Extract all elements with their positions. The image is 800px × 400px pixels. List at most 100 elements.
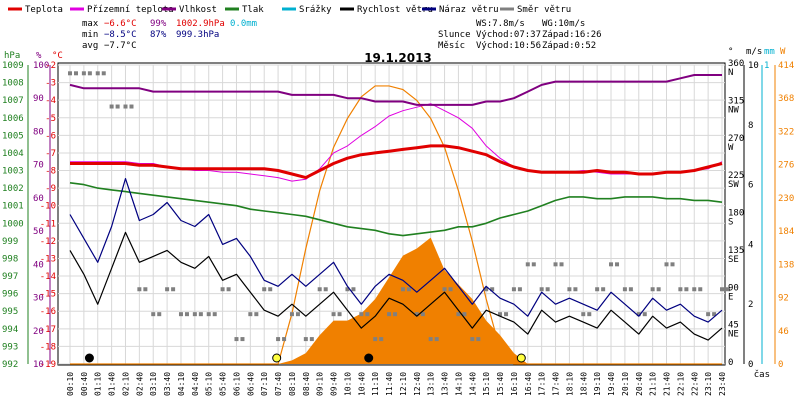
hpa-unit: hPa — [4, 51, 20, 61]
pct-tick: 90 — [33, 94, 44, 104]
theoretical-radiation-line — [70, 85, 722, 365]
dir-tick: 45 — [728, 321, 739, 331]
ms-tick: 8 — [748, 121, 753, 131]
x-tick-label: 05:10 — [205, 372, 214, 396]
hpa-tick: 993 — [2, 342, 18, 352]
wind-direction-point — [414, 312, 419, 317]
degc-tick: -17 — [40, 325, 56, 335]
ms-tick: 4 — [748, 240, 753, 250]
wind-direction-point — [642, 312, 647, 317]
sun-moon-markers — [84, 353, 526, 363]
series-line-tlak — [69, 182, 723, 237]
w-tick: 322 — [778, 127, 794, 137]
w-tick: 230 — [778, 194, 794, 204]
x-tick-label: 22:10 — [676, 372, 685, 396]
wind-direction-point — [664, 262, 669, 267]
wind-direction-point — [157, 312, 162, 317]
wind-direction-point — [567, 287, 572, 292]
w-tick: 92 — [778, 294, 789, 304]
degc-tick: -14 — [40, 272, 56, 282]
max-label: max — [82, 19, 99, 29]
degc-tick: -12 — [40, 237, 56, 247]
legend-item: Teplota — [25, 5, 63, 15]
degc-tick: -13 — [40, 254, 56, 264]
x-tick-label: 18:40 — [579, 372, 588, 396]
moon-label: Měsíc — [438, 41, 465, 51]
degc-tick: -9 — [45, 184, 56, 194]
series-line-n-raz-v-tru — [69, 178, 723, 323]
wind-direction-point — [420, 312, 425, 317]
degc-tick: -3 — [45, 79, 56, 89]
sun-label: Slunce — [438, 30, 471, 40]
wind-direction-point — [498, 312, 503, 317]
w-unit: W — [780, 47, 786, 57]
hpa-tick: 997 — [2, 272, 18, 282]
line-series — [69, 74, 723, 341]
x-tick-label: 00:40 — [80, 372, 89, 396]
wind-direction-point — [379, 337, 384, 342]
x-tick-label: 11:40 — [385, 372, 394, 396]
stats-panel: max −6.6°C 99% 1002.9hPa 0.0mm min −8.5°… — [82, 19, 602, 51]
ms-tick: 6 — [748, 181, 753, 191]
sunset-marker — [516, 353, 526, 363]
wind-direction-point — [171, 287, 176, 292]
dir-tick: 315 — [728, 96, 744, 106]
wind-direction-point — [254, 312, 259, 317]
pct-unit: % — [36, 51, 42, 61]
wind-direction-point — [559, 262, 564, 267]
dir-compass-tick: NW — [728, 105, 739, 115]
wind-direction-point — [628, 287, 633, 292]
hpa-tick: 995 — [2, 307, 18, 317]
ms-tick: 10 — [748, 61, 759, 71]
x-tick-label: 14:10 — [454, 372, 463, 396]
legend-item: Tlak — [242, 5, 264, 15]
dir-compass-tick: N — [728, 68, 733, 78]
x-tick-label: 20:40 — [635, 372, 644, 396]
hpa-tick: 998 — [2, 254, 18, 264]
wind-direction-point — [434, 337, 439, 342]
wind-direction-point — [387, 312, 392, 317]
wind-direction-point — [289, 312, 294, 317]
pct-tick: 20 — [33, 327, 44, 337]
avg-temp: −7.7°C — [104, 41, 137, 51]
dir-tick: 360 — [728, 59, 744, 69]
wind-direction-point — [622, 287, 627, 292]
wind-direction-point — [137, 287, 142, 292]
w-tick: 368 — [778, 94, 794, 104]
x-tick-label: 21:10 — [649, 372, 658, 396]
avg-label: avg — [82, 41, 98, 51]
pct-tick: 40 — [33, 260, 44, 270]
x-tick-label: 09:10 — [316, 372, 325, 396]
wind-direction-point — [309, 337, 314, 342]
dir-tick: 0 — [728, 358, 733, 368]
max-hum: 99% — [150, 19, 167, 29]
wind-direction-series — [68, 71, 730, 342]
degc-tick: -2 — [45, 61, 56, 71]
w-tick: 46 — [778, 327, 789, 337]
wind-direction-point — [609, 262, 614, 267]
x-tick-label: 04:40 — [191, 372, 200, 396]
x-tick-label: 05:40 — [219, 372, 228, 396]
hpa-tick: 999 — [2, 237, 18, 247]
x-tick-label: 08:40 — [302, 372, 311, 396]
x-axis-label: čas — [754, 369, 770, 380]
wind-direction-point — [74, 71, 78, 76]
x-tick-label: 17:10 — [538, 372, 547, 396]
dir-tick: 270 — [728, 134, 744, 144]
wind-direction-point — [365, 312, 370, 317]
wind-direction-point — [720, 287, 724, 292]
hpa-tick: 1009 — [2, 61, 24, 71]
x-tick-label: 16:40 — [524, 372, 533, 396]
x-tick-label: 04:10 — [177, 372, 186, 396]
ws-value: WS:7.8m/s — [476, 19, 525, 29]
wind-direction-point — [192, 312, 197, 317]
wind-direction-point — [581, 312, 586, 317]
wind-direction-point — [282, 337, 287, 342]
wind-direction-point — [101, 71, 106, 76]
axes: hPa% °C1009100810071006100510041003100210… — [2, 47, 794, 396]
wind-direction-point — [712, 312, 717, 317]
x-tick-label: 07:40 — [274, 372, 283, 396]
dir-compass-tick: S — [728, 218, 733, 228]
wind-direction-point — [476, 337, 481, 342]
